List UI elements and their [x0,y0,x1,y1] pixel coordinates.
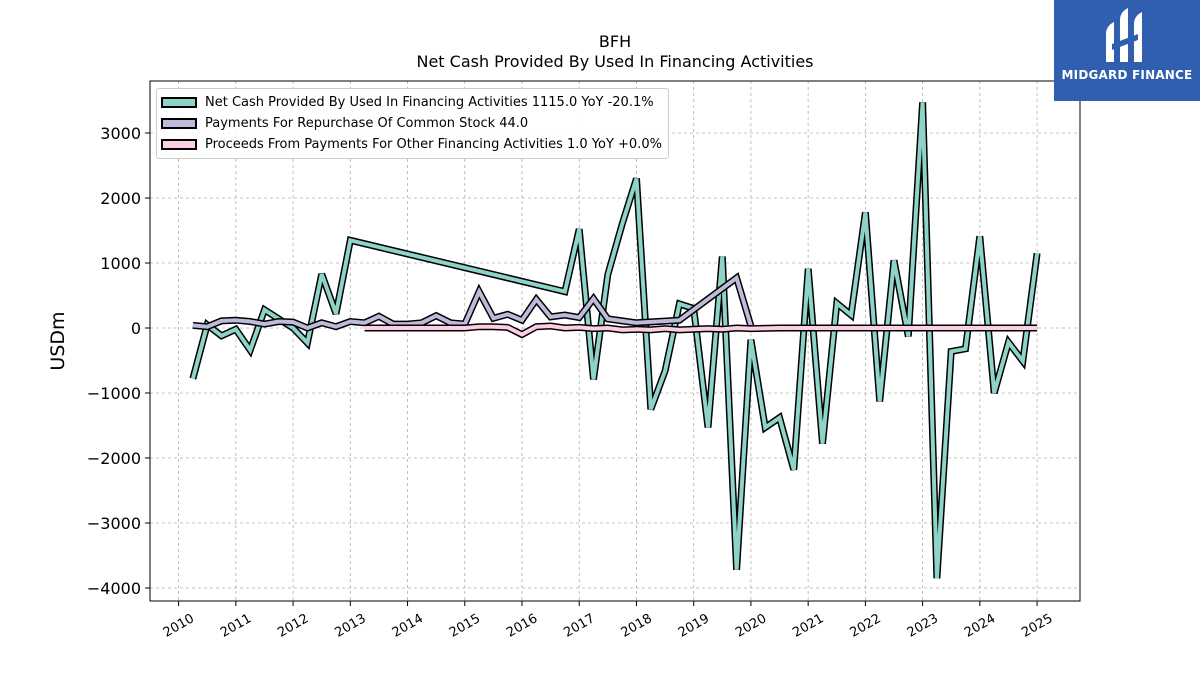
legend-entry: Proceeds From Payments For Other Financi… [161,134,662,155]
x-tick-label: 2024 [962,611,998,641]
watermark-text: MIDGARD FINANCE [1061,68,1193,82]
plot-frame [149,80,1081,602]
x-tick-label: 2022 [848,611,884,641]
legend-entry: Net Cash Provided By Used In Financing A… [161,92,662,113]
series-line [192,274,753,331]
x-tick-label: 2015 [447,611,483,641]
legend-label: Proceeds From Payments For Other Financi… [205,137,662,152]
y-tick-label: −1000 [87,384,141,403]
chart-title: BFH [598,32,632,51]
y-tick-label: 1000 [100,254,141,273]
y-tick-label: 0 [131,319,141,338]
x-tick-label: 2023 [905,611,941,641]
y-tick-label: −3000 [87,514,141,533]
x-tick-label: 2010 [161,611,197,641]
x-tick-label: 2018 [619,611,655,641]
x-tick-label: 2011 [218,611,254,641]
x-tick-label: 2019 [676,611,712,641]
x-tick-label: 2012 [275,611,311,641]
legend-label: Payments For Repurchase Of Common Stock … [205,116,529,131]
y-tick-label: 3000 [100,124,141,143]
legend-entry: Payments For Repurchase Of Common Stock … [161,113,662,134]
legend-label: Net Cash Provided By Used In Financing A… [205,95,654,110]
series-layer [189,102,1041,579]
legend-swatch [161,97,197,108]
series-line-outline [189,102,1041,579]
x-tick-label: 2017 [561,611,597,641]
x-tick-label: 2013 [332,611,368,641]
x-tick-label: 2020 [733,611,769,641]
y-axis: −4000 −3000 −2000 −1000 0 1000 2000 3000 [87,124,150,598]
y-tick-label: 2000 [100,189,141,208]
series-line [190,102,1040,579]
legend-swatch [161,118,197,129]
x-tick-label: 2016 [504,611,540,641]
grid [150,81,1080,601]
legend-swatch [161,139,197,150]
x-tick-label: 2021 [790,611,826,641]
x-tick-label: 2025 [1019,611,1055,641]
legend: Net Cash Provided By Used In Financing A… [156,88,669,159]
watermark-logo: MIDGARD FINANCE [1054,0,1200,101]
x-axis: 2010 2011 2012 2013 2014 2015 2016 2017 2018 2019… [161,601,1055,641]
y-tick-label: −4000 [87,579,141,598]
y-axis-label: USDm [47,311,69,370]
x-tick-label: 2014 [390,611,426,641]
series-line [364,323,1038,337]
midgard-logo-icon [1106,8,1142,62]
chart-subtitle: Net Cash Provided By Used In Financing A… [416,52,814,71]
y-tick-label: −2000 [87,449,141,468]
